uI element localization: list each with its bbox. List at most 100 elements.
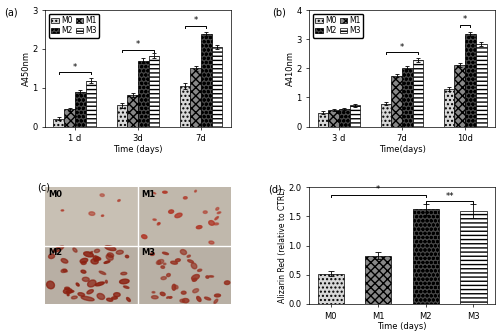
- Ellipse shape: [191, 263, 197, 269]
- Bar: [350, 105, 360, 127]
- Ellipse shape: [169, 297, 172, 298]
- Ellipse shape: [61, 259, 68, 263]
- Bar: [339, 109, 349, 127]
- Bar: [402, 68, 412, 127]
- Ellipse shape: [188, 260, 194, 263]
- Ellipse shape: [196, 226, 202, 229]
- Ellipse shape: [95, 257, 100, 260]
- Ellipse shape: [215, 217, 218, 220]
- Text: *: *: [73, 63, 77, 72]
- Y-axis label: A450nm: A450nm: [22, 51, 30, 86]
- Ellipse shape: [153, 219, 156, 220]
- Bar: [476, 43, 486, 127]
- Ellipse shape: [174, 285, 178, 289]
- Bar: [454, 65, 465, 127]
- Bar: [86, 81, 96, 127]
- Ellipse shape: [99, 271, 105, 275]
- Ellipse shape: [126, 298, 130, 302]
- Ellipse shape: [216, 207, 219, 210]
- Bar: [318, 274, 344, 304]
- Ellipse shape: [168, 210, 173, 213]
- Bar: [365, 256, 392, 304]
- Ellipse shape: [175, 213, 182, 218]
- Bar: [212, 47, 222, 127]
- Y-axis label: Alizarin Red (relative to CTRL): Alizarin Red (relative to CTRL): [278, 188, 287, 303]
- Ellipse shape: [172, 284, 176, 290]
- Ellipse shape: [192, 275, 200, 280]
- Ellipse shape: [180, 299, 184, 302]
- Bar: [138, 60, 148, 127]
- Ellipse shape: [152, 296, 158, 299]
- Ellipse shape: [87, 290, 94, 294]
- Ellipse shape: [161, 266, 164, 268]
- Ellipse shape: [67, 294, 69, 296]
- Ellipse shape: [180, 249, 186, 255]
- Text: **: **: [446, 192, 454, 201]
- Ellipse shape: [214, 223, 218, 225]
- Ellipse shape: [88, 280, 96, 287]
- Bar: [328, 110, 339, 127]
- Bar: [54, 119, 64, 127]
- Bar: [380, 104, 392, 127]
- Ellipse shape: [224, 281, 230, 285]
- Ellipse shape: [214, 294, 220, 297]
- Ellipse shape: [118, 200, 120, 201]
- Ellipse shape: [93, 256, 99, 261]
- Ellipse shape: [61, 210, 64, 211]
- Text: M0: M0: [48, 190, 62, 199]
- Ellipse shape: [152, 292, 155, 293]
- Ellipse shape: [182, 299, 189, 303]
- X-axis label: Time (days): Time (days): [378, 322, 427, 331]
- Bar: [128, 95, 138, 127]
- Ellipse shape: [106, 280, 108, 283]
- Bar: [201, 34, 212, 127]
- Bar: [148, 55, 160, 127]
- Ellipse shape: [166, 274, 170, 277]
- Ellipse shape: [89, 212, 95, 215]
- X-axis label: Time (days): Time (days): [113, 145, 162, 154]
- Text: M3: M3: [142, 248, 156, 257]
- Ellipse shape: [158, 222, 160, 225]
- Text: *: *: [400, 43, 404, 52]
- Text: (b): (b): [272, 8, 285, 18]
- Text: (c): (c): [38, 183, 51, 193]
- Bar: [116, 105, 128, 127]
- Ellipse shape: [198, 269, 202, 272]
- Ellipse shape: [166, 297, 169, 298]
- Ellipse shape: [91, 259, 98, 264]
- Ellipse shape: [156, 260, 164, 265]
- Ellipse shape: [209, 276, 214, 277]
- Ellipse shape: [160, 292, 165, 296]
- Ellipse shape: [142, 235, 147, 238]
- Ellipse shape: [208, 221, 214, 225]
- Ellipse shape: [116, 250, 124, 254]
- Ellipse shape: [184, 197, 187, 199]
- Ellipse shape: [126, 255, 128, 258]
- Ellipse shape: [170, 261, 177, 264]
- Ellipse shape: [94, 249, 100, 253]
- Ellipse shape: [187, 255, 190, 257]
- Ellipse shape: [154, 192, 156, 194]
- Ellipse shape: [209, 241, 214, 244]
- Ellipse shape: [114, 293, 120, 297]
- Ellipse shape: [80, 258, 88, 263]
- Ellipse shape: [192, 278, 196, 281]
- Ellipse shape: [158, 223, 160, 224]
- Ellipse shape: [64, 289, 72, 294]
- Ellipse shape: [73, 248, 77, 252]
- Ellipse shape: [206, 276, 209, 278]
- Text: M2: M2: [48, 248, 63, 257]
- Ellipse shape: [82, 277, 89, 282]
- Ellipse shape: [94, 260, 98, 261]
- Text: *: *: [136, 40, 140, 49]
- Ellipse shape: [204, 297, 210, 300]
- Bar: [318, 113, 328, 127]
- Ellipse shape: [63, 270, 68, 272]
- Ellipse shape: [120, 279, 129, 284]
- Ellipse shape: [97, 294, 104, 299]
- Ellipse shape: [90, 252, 92, 254]
- Ellipse shape: [192, 289, 198, 293]
- Bar: [412, 60, 424, 127]
- Ellipse shape: [66, 290, 74, 293]
- Bar: [444, 89, 454, 127]
